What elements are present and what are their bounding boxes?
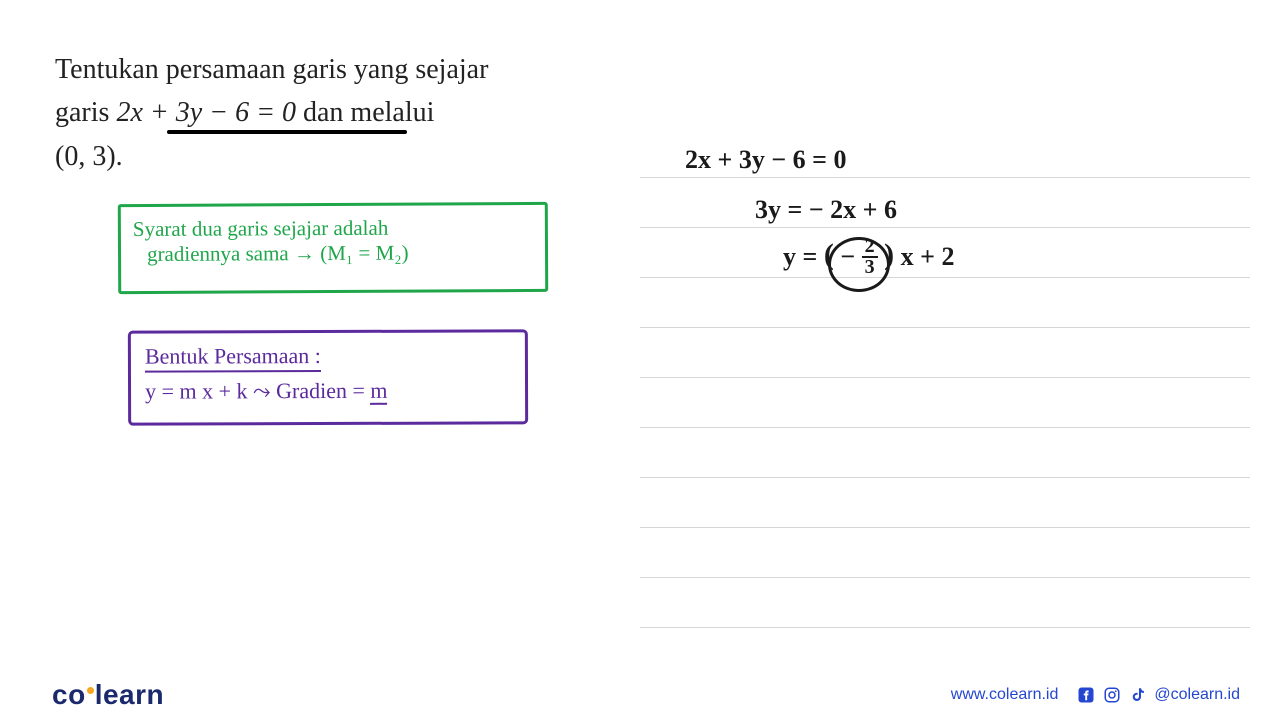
notebook-rule-line bbox=[640, 327, 1250, 328]
facebook-icon[interactable] bbox=[1076, 685, 1096, 705]
question-equation: 2x + 3y − 6 = 0 bbox=[116, 97, 296, 128]
work-eq2: 3y = − 2x + 6 bbox=[755, 195, 897, 225]
logo-co: co bbox=[52, 679, 86, 710]
notebook-rule-line bbox=[640, 427, 1250, 428]
footer-right: www.colearn.id @colearn.id bbox=[951, 685, 1240, 705]
notebook-rule-line bbox=[640, 377, 1250, 378]
notebook-rule-line bbox=[640, 177, 1250, 178]
notebook-rule-line bbox=[640, 277, 1250, 278]
notebook-rule-line bbox=[640, 477, 1250, 478]
green-box-line1: Syarat dua garis sejajar adalah bbox=[133, 215, 533, 242]
purple-body-left: y = m x + k bbox=[145, 378, 253, 403]
purple-arrow: ⤳ bbox=[253, 378, 271, 403]
equation-underline bbox=[167, 130, 407, 134]
instagram-icon[interactable] bbox=[1102, 685, 1122, 705]
notebook-area: 2x + 3y − 6 = 0 3y = − 2x + 6 y = ( − 2 … bbox=[640, 135, 1260, 625]
brand-logo: colearn bbox=[52, 679, 164, 711]
question-text: Tentukan persamaan garis yang sejajar ga… bbox=[55, 48, 655, 178]
question-line3: (0, 3). bbox=[55, 141, 123, 172]
purple-body-right: Gradien = bbox=[271, 378, 371, 403]
purple-box-title: Bentuk Persamaan : bbox=[145, 343, 321, 373]
eq3-left: y = bbox=[783, 242, 824, 271]
question-block: Tentukan persamaan garis yang sejajar ga… bbox=[55, 48, 655, 178]
social-block: @colearn.id bbox=[1076, 685, 1240, 705]
slide-canvas: Tentukan persamaan garis yang sejajar ga… bbox=[0, 0, 1280, 720]
logo-dot-icon bbox=[87, 687, 94, 694]
eq3-right: x + 2 bbox=[901, 242, 955, 271]
question-line1: Tentukan persamaan garis yang sejajar bbox=[55, 54, 488, 85]
logo-learn: learn bbox=[95, 679, 164, 710]
rule-box-green: Syarat dua garis sejajar adalah gradienn… bbox=[118, 202, 548, 294]
rule-box-purple: Bentuk Persamaan : y = m x + k ⤳ Gradien… bbox=[128, 329, 528, 425]
notebook-rule-line bbox=[640, 627, 1250, 628]
question-line2a: garis bbox=[55, 97, 116, 128]
circle-annotation bbox=[828, 237, 890, 292]
footer-bar: colearn www.colearn.id @colearn.id bbox=[0, 670, 1280, 720]
purple-box-body: y = m x + k ⤳ Gradien = m bbox=[145, 377, 511, 404]
green-box-line2: gradiennya sama → (M₁ = M₂) bbox=[133, 240, 533, 267]
purple-m: m bbox=[370, 378, 387, 405]
notebook-rule-line bbox=[640, 527, 1250, 528]
website-link[interactable]: www.colearn.id bbox=[951, 686, 1059, 704]
tiktok-icon[interactable] bbox=[1128, 685, 1148, 705]
notebook-rule-line bbox=[640, 577, 1250, 578]
work-eq1: 2x + 3y − 6 = 0 bbox=[685, 145, 846, 175]
question-line2b: dan melalui bbox=[296, 97, 434, 128]
social-handle: @colearn.id bbox=[1154, 686, 1240, 704]
notebook-rule-line bbox=[640, 227, 1250, 228]
